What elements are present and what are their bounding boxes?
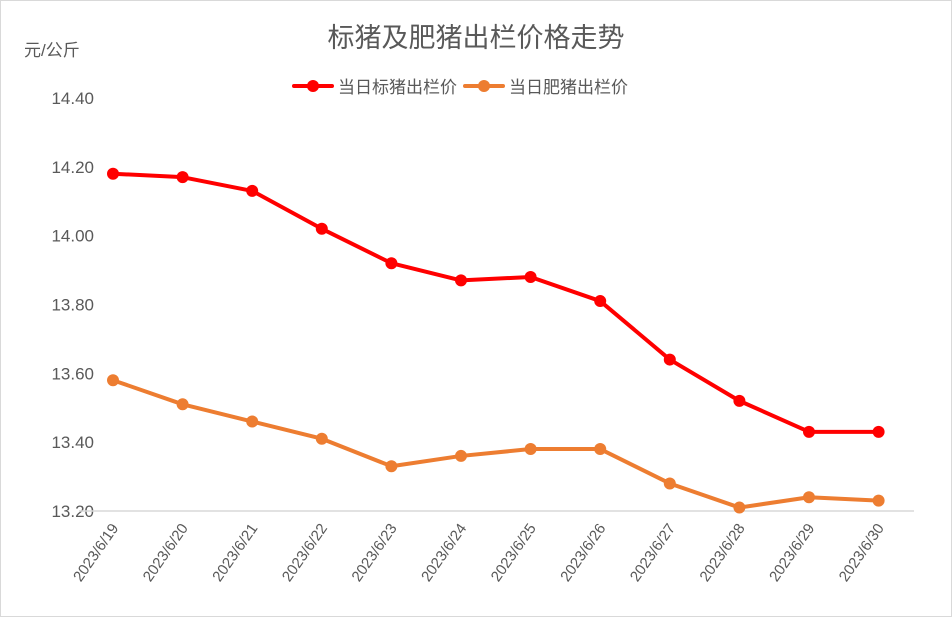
x-tick-label: 2023/6/20	[140, 521, 192, 585]
chart-title: 标猪及肥猪出栏价格走势	[327, 23, 625, 53]
data-point	[872, 425, 885, 438]
data-point	[733, 394, 746, 407]
data-point	[733, 501, 746, 514]
legend-item-fat-pig: 当日肥猪出栏价	[463, 73, 628, 98]
x-tick-label: 2023/6/21	[209, 521, 261, 585]
data-point	[315, 432, 328, 445]
data-point	[455, 274, 467, 287]
data-point	[246, 184, 259, 197]
y-tick-label: 13.80	[51, 296, 94, 315]
x-tick-label: 2023/6/23	[348, 521, 400, 585]
y-tick-label: 13.20	[51, 502, 94, 521]
data-point	[107, 167, 119, 180]
x-tick-label: 2023/6/25	[488, 521, 540, 585]
chart-legend: 当日标猪出栏价 当日肥猪出栏价	[292, 73, 634, 98]
x-tick-label: 2023/6/27	[627, 521, 679, 585]
data-point	[594, 295, 607, 308]
data-point	[872, 494, 885, 507]
legend-label-standard-pig: 当日标猪出栏价	[338, 78, 457, 97]
x-tick-label: 2023/6/19	[70, 521, 122, 585]
y-tick-label: 13.40	[51, 433, 94, 452]
data-point	[176, 171, 189, 184]
data-point	[176, 398, 189, 411]
data-point	[803, 425, 815, 438]
data-point	[803, 491, 815, 504]
y-tick-label: 14.40	[51, 89, 94, 108]
data-point	[524, 270, 537, 283]
data-point	[246, 415, 259, 428]
data-point	[594, 443, 607, 456]
y-tick-label: 14.00	[51, 227, 94, 246]
legend-label-fat-pig: 当日肥猪出栏价	[509, 78, 628, 97]
data-point	[663, 477, 676, 490]
x-tick-label: 2023/6/26	[557, 521, 609, 585]
y-axis-unit-label: 元/公斤	[24, 41, 80, 60]
data-point	[385, 460, 398, 473]
legend-marker-standard-pig	[292, 79, 334, 93]
x-tick-label: 2023/6/29	[766, 521, 818, 585]
x-tick-label: 2023/6/28	[696, 521, 748, 585]
data-point	[107, 374, 119, 387]
y-tick-label: 14.20	[51, 158, 94, 177]
data-point	[385, 257, 398, 270]
y-tick-label: 13.60	[51, 364, 94, 383]
x-tick-label: 2023/6/24	[418, 521, 470, 585]
data-point	[455, 449, 467, 462]
data-point	[315, 222, 328, 235]
series-line-0	[112, 171, 879, 434]
legend-marker-fat-pig	[463, 79, 505, 93]
data-point	[663, 353, 676, 366]
legend-item-standard-pig: 当日标猪出栏价	[292, 73, 457, 98]
data-point	[524, 443, 537, 456]
series-line-1	[112, 378, 879, 510]
x-tick-label: 2023/6/22	[279, 521, 331, 585]
x-tick-label: 2023/6/30	[836, 521, 888, 585]
